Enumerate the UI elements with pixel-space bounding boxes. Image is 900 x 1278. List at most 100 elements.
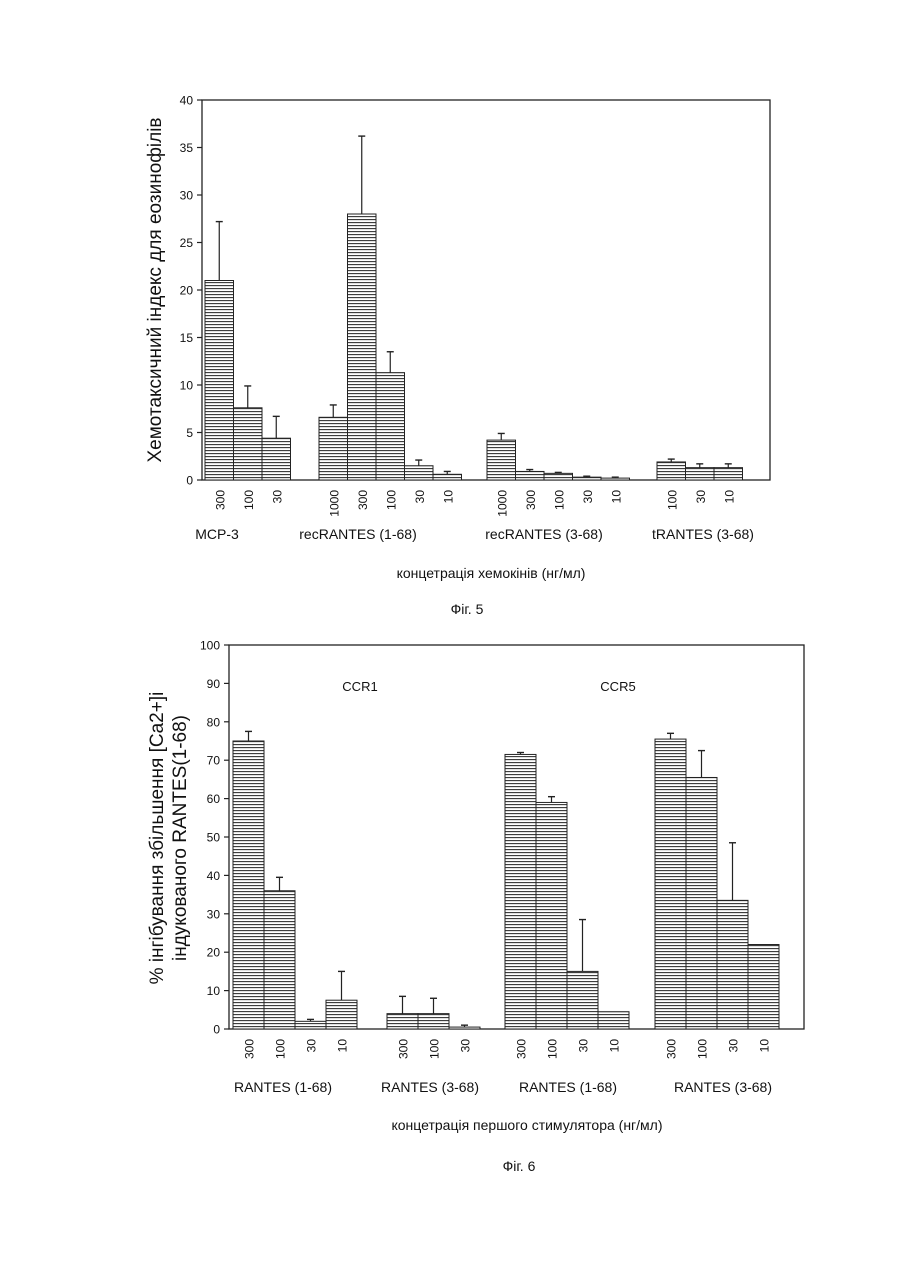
fig5-bar [714,468,743,480]
fig6-bar [567,971,598,1029]
fig5-bar [686,468,715,480]
fig5-bar [544,473,573,480]
fig6-category-label: 300 [243,1039,257,1059]
fig5-bar [319,417,348,480]
fig6-y-tick-label: 50 [207,831,221,845]
fig5-bar [573,477,602,480]
fig6-y-tick-label: 60 [207,792,221,806]
fig5-group-label: recRANTES (3-68) [485,526,602,542]
fig6-category-label: 100 [546,1039,560,1059]
fig5-category-label: 30 [413,490,427,504]
fig6-bar [449,1027,480,1029]
fig5-group-label: recRANTES (1-68) [299,526,416,542]
fig6-bar [598,1012,629,1029]
fig6-category-label: 300 [665,1039,679,1059]
fig5-y-tick-label: 10 [180,379,194,393]
fig5-y-tick-label: 30 [180,189,194,203]
figure-6-chart: % інгібування збільшення [Ca2+]i індуков… [147,639,804,1175]
fig5-category-label: 100 [384,490,398,510]
fig5-bar [487,440,516,480]
fig6-bar [717,900,748,1029]
fig6-y-tick-label: 0 [213,1023,220,1037]
fig6-bar [686,777,717,1029]
fig5-bar [262,438,291,480]
fig6-y-tick-label: 20 [207,946,221,960]
fig6-y-axis-label-line1: % інгібування збільшення [Ca2+]i [147,692,168,985]
fig6-annotation-ccr1: CCR1 [342,679,377,694]
fig5-y-axis-label: Хемотаксичний індекс для еозинофілів [145,117,166,462]
fig5-x-axis-label: концетрація хемокінів (нг/мл) [397,565,586,581]
fig5-category-label: 100 [552,490,566,510]
fig5-category-label: 1000 [327,490,341,517]
fig5-group-label: MCP-3 [195,526,239,542]
fig6-category-label: 100 [274,1039,288,1059]
fig6-bar [505,754,536,1029]
fig5-y-tick-label: 35 [180,141,194,155]
fig6-category-label: 300 [397,1039,411,1059]
fig5-category-label: 30 [581,490,595,504]
fig6-group-label: RANTES (1-68) [519,1079,617,1095]
fig6-category-label: 300 [515,1039,529,1059]
fig5-category-label: 300 [356,490,370,510]
fig6-bar [326,1000,357,1029]
fig6-category-label: 10 [758,1039,772,1053]
fig6-y-tick-label: 40 [207,869,221,883]
fig5-y-tick-label: 25 [180,236,194,250]
fig6-category-label: 30 [577,1039,591,1053]
fig6-bar [264,891,295,1029]
fig5-category-label: 10 [722,490,736,504]
fig6-bar [655,739,686,1029]
fig6-bar [536,802,567,1029]
fig6-category-label: 10 [608,1039,622,1053]
fig6-category-label: 100 [428,1039,442,1059]
fig6-category-label: 30 [459,1039,473,1053]
fig5-bar [516,471,545,480]
fig6-y-tick-label: 80 [207,715,221,729]
fig5-bar [234,408,263,480]
fig6-category-label: 100 [696,1039,710,1059]
fig6-annotation-ccr5: CCR5 [600,679,635,694]
fig6-y-tick-label: 30 [207,907,221,921]
fig5-category-label: 30 [270,490,284,504]
fig5-y-tick-label: 5 [186,426,193,440]
fig5-bar [205,281,234,481]
fig6-y-tick-label: 70 [207,754,221,768]
fig5-category-label: 10 [609,490,623,504]
fig5-bar [405,466,434,480]
fig5-group-label: tRANTES (3-68) [652,526,754,542]
fig6-group-label: RANTES (3-68) [381,1079,479,1095]
fig6-caption: Фіг. 6 [503,1158,536,1174]
fig5-category-label: 100 [242,490,256,510]
fig6-bar [748,945,779,1029]
fig6-y-axis-label-line2: індукованого RANTES(1-68) [170,715,191,961]
fig6-bar [418,1014,449,1029]
fig5-bar [348,214,377,480]
fig6-y-tick-label: 10 [207,984,221,998]
fig6-bar [387,1014,418,1029]
fig5-bar [657,462,686,480]
fig6-bar [233,741,264,1029]
fig5-bar [601,478,630,480]
fig5-bar [376,373,405,480]
fig6-group-label: RANTES (1-68) [234,1079,332,1095]
fig5-y-tick-label: 20 [180,284,194,298]
fig6-category-label: 30 [305,1039,319,1053]
fig5-category-label: 300 [524,490,538,510]
fig5-category-label: 100 [665,490,679,510]
fig5-plot-frame [202,100,770,480]
fig6-y-tick-label: 100 [200,639,220,653]
fig5-caption: Фіг. 5 [451,601,484,617]
fig6-y-tick-label: 90 [207,677,221,691]
fig5-category-label: 30 [694,490,708,504]
fig5-category-label: 300 [213,490,227,510]
figure-5-chart: Хемотаксичний індекс для еозинофілів кон… [145,94,770,618]
fig5-category-label: 10 [441,490,455,504]
fig5-y-tick-label: 40 [180,94,194,108]
fig6-category-label: 30 [727,1039,741,1053]
fig5-category-label: 1000 [495,490,509,517]
fig6-bar [295,1021,326,1029]
fig6-x-axis-label: концетрація першого стимулятора (нг/мл) [391,1117,662,1133]
fig5-y-tick-label: 0 [186,474,193,488]
